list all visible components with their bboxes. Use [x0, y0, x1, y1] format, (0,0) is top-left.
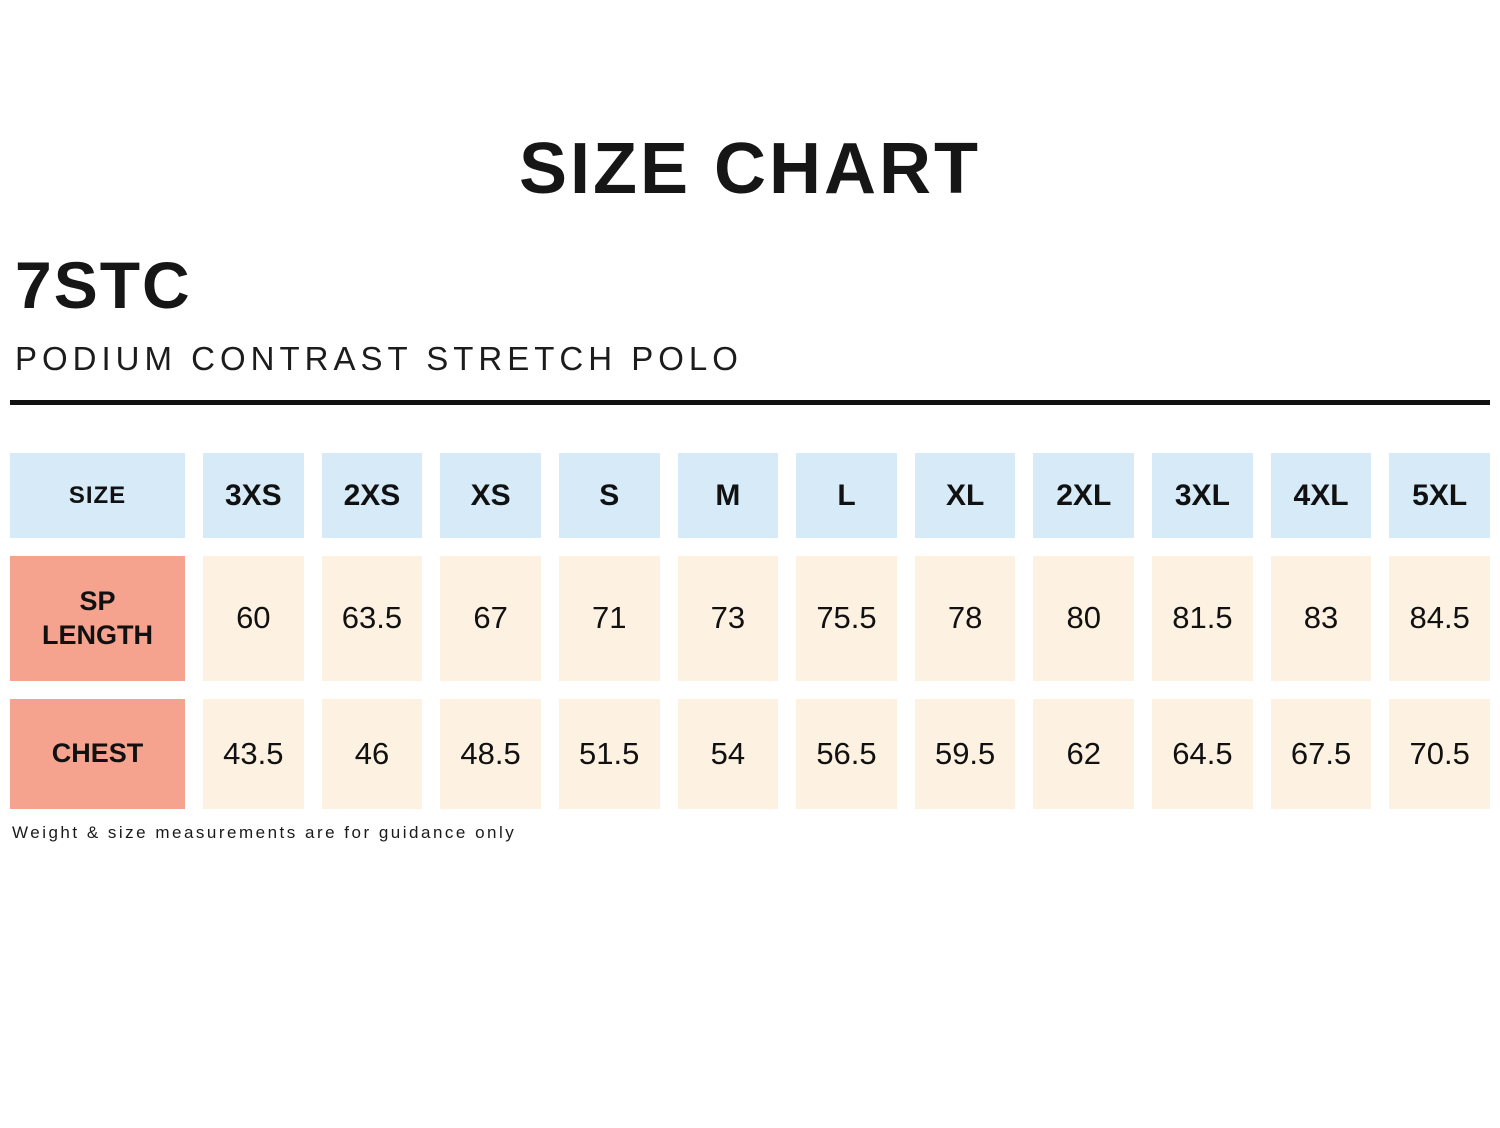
column-header-s: S: [558, 453, 660, 538]
data-cell: 71: [558, 556, 660, 681]
column-header-xl: XL: [914, 453, 1016, 538]
data-cell: 75.5: [796, 556, 897, 681]
column-header-xs: XS: [440, 453, 541, 538]
data-cell: 59.5: [914, 699, 1016, 809]
column-header-2xl: 2XL: [1033, 453, 1135, 538]
column-header-m: M: [677, 453, 779, 538]
column-header-5xl: 5XL: [1389, 453, 1490, 538]
data-cell: 67: [440, 556, 541, 681]
divider-rule: [10, 400, 1490, 405]
data-cell: 81.5: [1152, 556, 1253, 681]
data-cell: 64.5: [1152, 699, 1253, 809]
data-cell: 54: [677, 699, 779, 809]
data-cell: 43.5: [203, 699, 304, 809]
row-label-sp-length: SP LENGTH: [10, 556, 185, 681]
column-header-3xl: 3XL: [1152, 453, 1253, 538]
column-header-4xl: 4XL: [1270, 453, 1372, 538]
data-cell: 63.5: [321, 556, 423, 681]
data-cell: 56.5: [796, 699, 897, 809]
product-name: PODIUM CONTRAST STRETCH POLO: [15, 340, 743, 377]
data-cell: 78: [914, 556, 1016, 681]
data-cell: 48.5: [440, 699, 541, 809]
column-header-size: SIZE: [10, 453, 185, 538]
data-cell: 83: [1270, 556, 1372, 681]
size-chart-table: SIZE 3XS 2XS XS S M L XL 2XL 3XL 4XL 5XL SP LENGTH 60…: [10, 453, 1490, 809]
data-cell: 51.5: [558, 699, 660, 809]
data-cell: 80: [1033, 556, 1135, 681]
data-cell: 67.5: [1270, 699, 1372, 809]
row-label-chest: CHEST: [10, 699, 185, 809]
footnote: Weight & size measurements are for guida…: [12, 823, 517, 842]
column-header-2xs: 2XS: [321, 453, 423, 538]
data-cell: 62: [1033, 699, 1135, 809]
data-cell: 70.5: [1389, 699, 1490, 809]
column-header-3xs: 3XS: [203, 453, 304, 538]
data-cell: 60: [203, 556, 304, 681]
data-cell: 73: [677, 556, 779, 681]
column-header-l: L: [796, 453, 897, 538]
data-cell: 46: [321, 699, 423, 809]
data-cell: 84.5: [1389, 556, 1490, 681]
page-title: SIZE CHART: [519, 129, 981, 209]
product-code: 7STC: [15, 248, 192, 322]
product-block: 7STC PODIUM CONTRAST STRETCH POLO: [15, 252, 1485, 378]
